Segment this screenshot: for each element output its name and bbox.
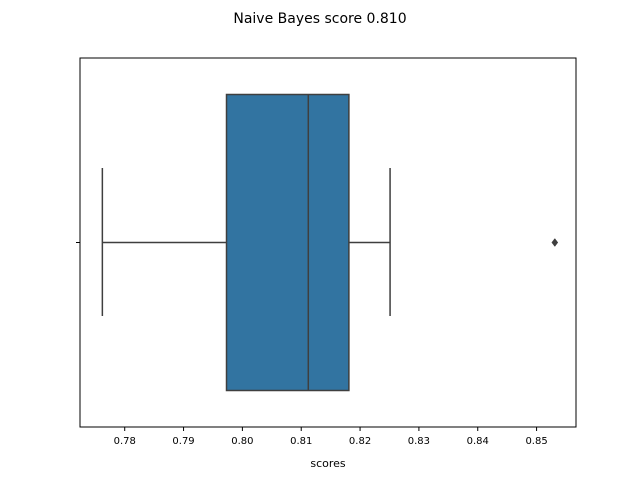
box-iqr <box>225 93 350 392</box>
x-axis: 0.78 0.79 0.80 0.81 0.82 0.83 0.84 0.85 <box>114 427 548 447</box>
plot-area <box>101 93 559 392</box>
x-tick-label: 0.79 <box>172 436 194 447</box>
x-axis-label: scores <box>310 457 346 470</box>
x-tick-label: 0.80 <box>231 436 253 447</box>
x-tick-label: 0.82 <box>349 436 371 447</box>
outlier-point <box>551 238 559 247</box>
x-tick-label: 0.85 <box>525 436 547 447</box>
x-tick-label: 0.78 <box>114 436 136 447</box>
chart-title: Naive Bayes score 0.810 <box>233 11 406 27</box>
x-tick-label: 0.84 <box>467 436 489 447</box>
x-tick-label: 0.83 <box>408 436 430 447</box>
x-tick-label: 0.81 <box>290 436 312 447</box>
